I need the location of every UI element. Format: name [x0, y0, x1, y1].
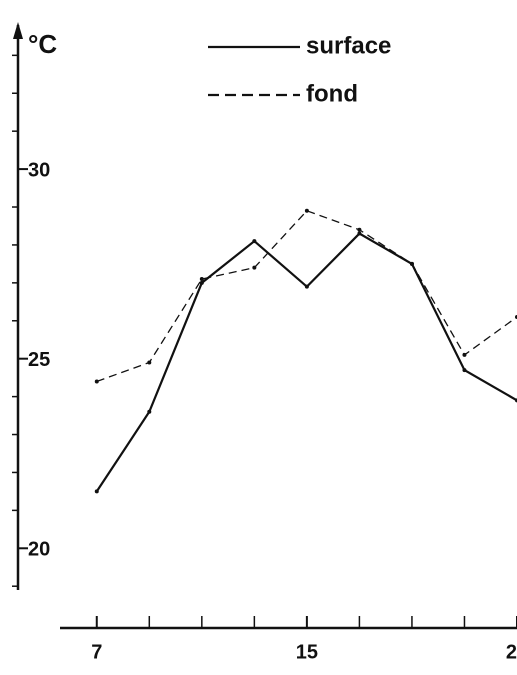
x-tick-label: 7 — [91, 641, 102, 663]
data-point — [462, 352, 467, 357]
data-point — [147, 409, 152, 414]
y-axis-arrow — [13, 22, 23, 39]
x-tick-label: 15 — [296, 641, 318, 663]
x-tick-label: 23 — [506, 641, 517, 663]
data-point — [199, 280, 204, 285]
y-tick-label: 30 — [28, 159, 50, 181]
data-point — [252, 239, 257, 244]
legend-label: surface — [306, 32, 391, 59]
data-point — [462, 368, 467, 373]
data-point — [94, 379, 99, 384]
data-point — [304, 208, 309, 213]
data-point — [199, 277, 204, 282]
data-point — [304, 284, 309, 289]
data-point — [94, 489, 99, 494]
y-tick-label: 25 — [28, 349, 50, 371]
data-point — [147, 360, 152, 365]
data-point — [409, 261, 414, 266]
data-point — [357, 227, 362, 232]
data-point — [252, 265, 257, 270]
series-line — [96, 210, 517, 383]
series-line — [95, 232, 517, 493]
y-axis-label: °C — [28, 29, 57, 59]
y-tick-label: 20 — [28, 539, 50, 561]
data-point — [357, 231, 362, 236]
legend-label: fond — [306, 80, 358, 107]
